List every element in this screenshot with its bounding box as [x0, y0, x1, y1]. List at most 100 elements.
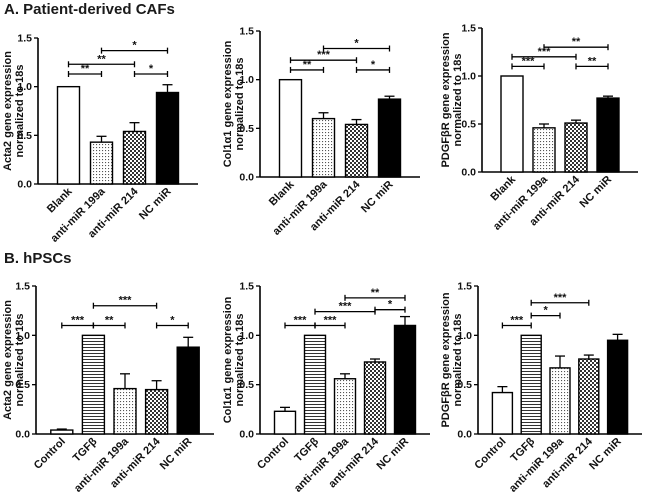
bar	[81, 334, 106, 435]
y-tick-label: 0.0	[461, 167, 476, 179]
y-axis-label-line1: PDGFβR gene expression	[440, 292, 452, 427]
section-a-title: A. Patient-derived CAFs	[4, 1, 175, 18]
y-axis-label-line1: PDGFβR gene expression	[440, 32, 452, 167]
significance-label: **	[572, 36, 581, 48]
y-tick-label: 1.5	[239, 281, 254, 293]
significance-label: ***	[317, 49, 331, 61]
bar	[377, 98, 402, 178]
y-axis-label-line1: Acta2 gene expression	[2, 300, 14, 420]
significance-label: ***	[554, 292, 568, 304]
significance-label: *	[132, 40, 137, 52]
y-tick-label: 1.0	[17, 81, 32, 93]
y-tick-label: 1.5	[15, 281, 30, 293]
significance-label: **	[303, 59, 312, 71]
y-axis-label-line2: normalized to 18s	[14, 314, 26, 407]
bar	[89, 141, 114, 185]
bar	[606, 339, 629, 435]
significance-label: **	[81, 63, 90, 75]
y-tick-label: 0.0	[239, 172, 254, 184]
y-axis-label: PDGFβR gene expressionnormalized to 18s	[440, 292, 464, 427]
x-tick-label: Blank	[267, 178, 297, 208]
x-tick-label: Control	[255, 436, 291, 472]
significance-label: *	[354, 38, 359, 50]
significance-label: ***	[538, 46, 552, 58]
chart-b-col1a1: 0.0 0.5 1.0 1.5 Col1α1 gene expressionnormal…	[222, 281, 430, 495]
x-tick-label: NC miR	[359, 179, 396, 216]
significance-label: ***	[510, 314, 524, 326]
bar	[50, 429, 74, 435]
significance-label: **	[588, 55, 597, 67]
y-tick-label: 1.0	[457, 330, 472, 342]
y-tick-label: 1.5	[457, 281, 472, 293]
y-axis-label-line2: normalized to 18s	[452, 314, 464, 407]
y-tick-label: 1.5	[17, 33, 32, 45]
y-tick-label: 0.5	[239, 379, 254, 391]
significance-label: *	[388, 299, 393, 311]
bar	[144, 388, 169, 435]
x-tick-label: NC miR	[578, 174, 615, 211]
bar	[278, 78, 303, 178]
y-tick-label: 0.0	[239, 429, 254, 441]
significance-label: *	[170, 314, 175, 326]
y-tick-label: 0.5	[239, 123, 254, 135]
chart-a-col1a1: 0.0 0.5 1.0 1.5 Col1α1 gene expressionnormal…	[222, 26, 420, 238]
bar	[155, 91, 180, 185]
bar	[344, 123, 369, 178]
bar	[122, 130, 147, 185]
y-axis-label-line1: Col1α1 gene expression	[222, 40, 234, 167]
y-axis-label: Col1α1 gene expressionnormalized to 18s	[222, 296, 246, 423]
y-axis-label: Col1α1 gene expressionnormalized to 18s	[222, 40, 246, 167]
significance-label: *	[149, 63, 154, 75]
x-tick-label: Control	[32, 436, 68, 472]
bar	[393, 324, 417, 435]
bar	[500, 75, 524, 173]
y-axis-label-line2: normalized to 18s	[234, 58, 246, 151]
y-tick-label: 0.5	[17, 130, 32, 142]
y-tick-label: 1.5	[461, 23, 476, 35]
section-b-title: B. hPSCs	[4, 250, 72, 267]
significance-label: ***	[522, 55, 536, 67]
significance-label: **	[105, 314, 114, 326]
significance-label: *	[371, 59, 376, 71]
significance-label: ***	[119, 295, 133, 307]
y-axis-label: PDGFβR gene expressionnormalized to 18s	[440, 32, 464, 167]
bar	[520, 334, 542, 435]
bar	[311, 117, 336, 178]
bar	[333, 378, 357, 435]
bar	[56, 85, 81, 185]
significance-label: ***	[324, 314, 338, 326]
y-tick-label: 0.0	[457, 429, 472, 441]
y-axis-label-line1: Acta2 gene expression	[2, 51, 14, 171]
y-axis-label-line2: normalized to 18s	[234, 314, 246, 407]
x-tick-label: anti-miR 199a	[72, 435, 132, 495]
bar	[303, 334, 327, 435]
bar	[176, 346, 200, 435]
bar	[113, 387, 137, 435]
bar	[549, 367, 571, 435]
y-tick-label: 1.0	[239, 330, 254, 342]
significance-label: **	[371, 287, 380, 299]
x-tick-label: Blank	[488, 173, 518, 203]
x-tick-label: Blank	[45, 185, 75, 215]
significance-label: ***	[294, 314, 308, 326]
y-tick-label: 0.0	[17, 179, 32, 191]
significance-label: ***	[339, 301, 353, 313]
y-tick-label: 1.5	[239, 26, 254, 38]
bar	[273, 410, 297, 435]
bar	[564, 122, 588, 173]
y-tick-label: 0.0	[15, 429, 30, 441]
x-tick-label: NC miR	[375, 436, 412, 473]
y-tick-label: 0.5	[15, 379, 30, 391]
y-tick-label: 1.0	[15, 330, 30, 342]
y-tick-label: 0.5	[457, 379, 472, 391]
bar	[578, 358, 600, 435]
significance-label: *	[543, 305, 548, 317]
y-tick-label: 1.0	[239, 74, 254, 86]
y-axis-label: Acta2 gene expressionnormalized to 18s	[2, 300, 26, 420]
x-tick-label: NC miR	[137, 186, 174, 223]
y-axis-label-line2: normalized to 18s	[452, 54, 464, 147]
